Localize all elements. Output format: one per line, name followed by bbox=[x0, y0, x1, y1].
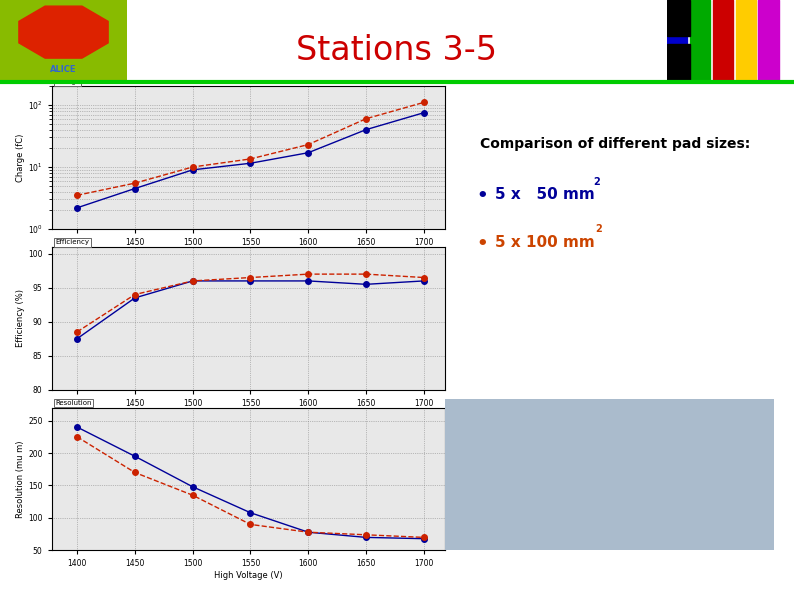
X-axis label: High Voltage (V): High Voltage (V) bbox=[214, 411, 283, 419]
Polygon shape bbox=[19, 6, 108, 58]
Text: Charge: Charge bbox=[56, 79, 80, 85]
Text: Comparison of different pad sizes:: Comparison of different pad sizes: bbox=[480, 137, 750, 151]
Text: •: • bbox=[476, 235, 488, 253]
Y-axis label: Efficiency (%): Efficiency (%) bbox=[17, 289, 25, 347]
Text: Efficiency: Efficiency bbox=[56, 240, 90, 246]
Text: 2: 2 bbox=[596, 224, 603, 234]
X-axis label: High Voltage (V): High Voltage (V) bbox=[214, 571, 283, 580]
Text: 2: 2 bbox=[593, 177, 600, 187]
Polygon shape bbox=[667, 0, 690, 36]
Text: 5 x 100 mm: 5 x 100 mm bbox=[495, 235, 595, 250]
Text: •: • bbox=[476, 187, 488, 205]
Y-axis label: Charge (fC): Charge (fC) bbox=[16, 133, 25, 182]
Y-axis label: Resolution (mu m): Resolution (mu m) bbox=[17, 440, 25, 518]
Text: 5 x   50 mm: 5 x 50 mm bbox=[495, 187, 595, 202]
Text: Resolution: Resolution bbox=[56, 400, 92, 406]
X-axis label: High Voltage (V): High Voltage (V) bbox=[214, 250, 283, 259]
Polygon shape bbox=[667, 44, 690, 80]
Text: ALICE: ALICE bbox=[50, 65, 77, 74]
Text: Stations 3-5: Stations 3-5 bbox=[296, 34, 498, 67]
